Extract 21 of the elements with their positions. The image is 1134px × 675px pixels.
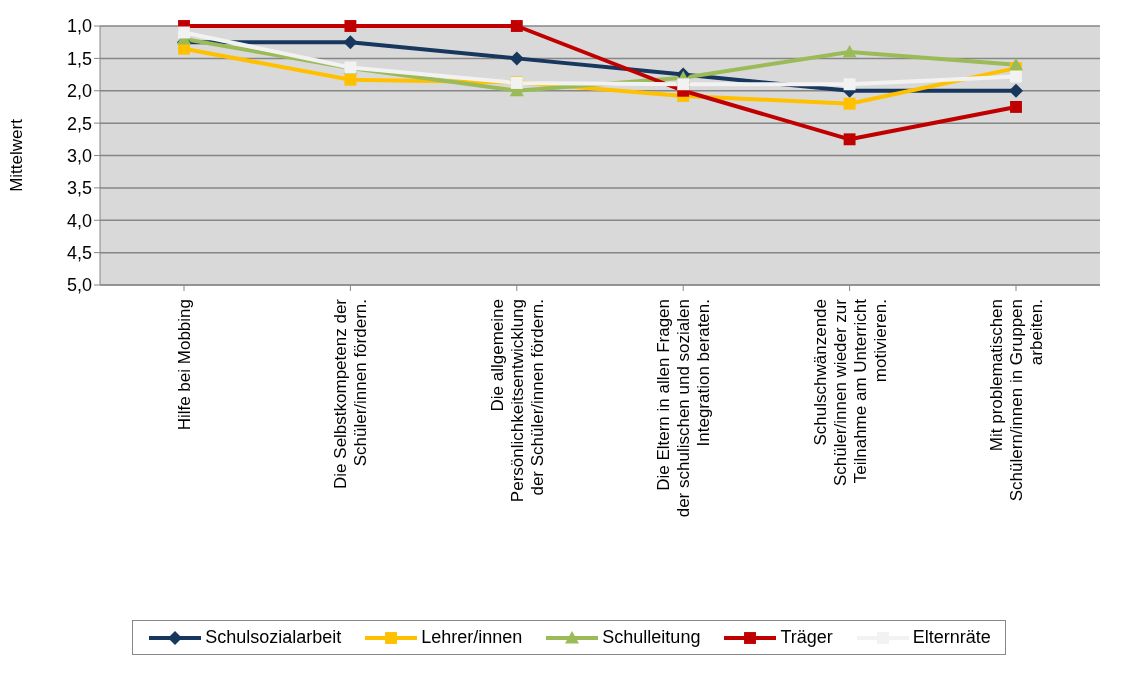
- x-tick-label: Hilfe bei Mobbing: [175, 299, 194, 431]
- y-axis-title: Mittelwert: [7, 118, 27, 192]
- y-tick-label: 3,5: [66, 178, 92, 199]
- y-tick-label: 4,0: [66, 210, 92, 231]
- y-tick-label: 3,0: [66, 145, 92, 166]
- y-tick-label: 4,5: [66, 243, 92, 264]
- legend-label: Lehrer/innen: [421, 627, 523, 648]
- y-tick-label: 5,0: [66, 275, 92, 296]
- x-tick-label: Die Eltern in allen Fragen der schulischen und sozialen Integration beraten.: [654, 299, 714, 518]
- y-tick-label: 2,5: [66, 113, 92, 134]
- legend-label: Elternräte: [912, 627, 991, 648]
- x-tick-label: Mit problematischen Schülern/innen in Gruppen arbeiten.: [987, 299, 1046, 502]
- legend-label: Träger: [780, 627, 833, 648]
- y-tick-label: 1,5: [66, 48, 92, 69]
- x-tick-label: Die allgemeine Persönlichkeitsentwicklung der Schüler/innen fördern.: [487, 299, 547, 503]
- x-tick-label: Die Selbstkompetenz der Schüler/innen fördern.: [331, 298, 371, 489]
- y-tick-label: 1,0: [66, 16, 92, 37]
- legend-label: Schulsozialarbeit: [205, 627, 342, 648]
- x-tick-label: Schulschwänzende Schüler/innen wieder zur Teilnahme am Unterricht motivieren.: [810, 298, 890, 487]
- y-tick-label: 2,0: [66, 81, 92, 102]
- legend-label: Schulleitung: [602, 627, 701, 648]
